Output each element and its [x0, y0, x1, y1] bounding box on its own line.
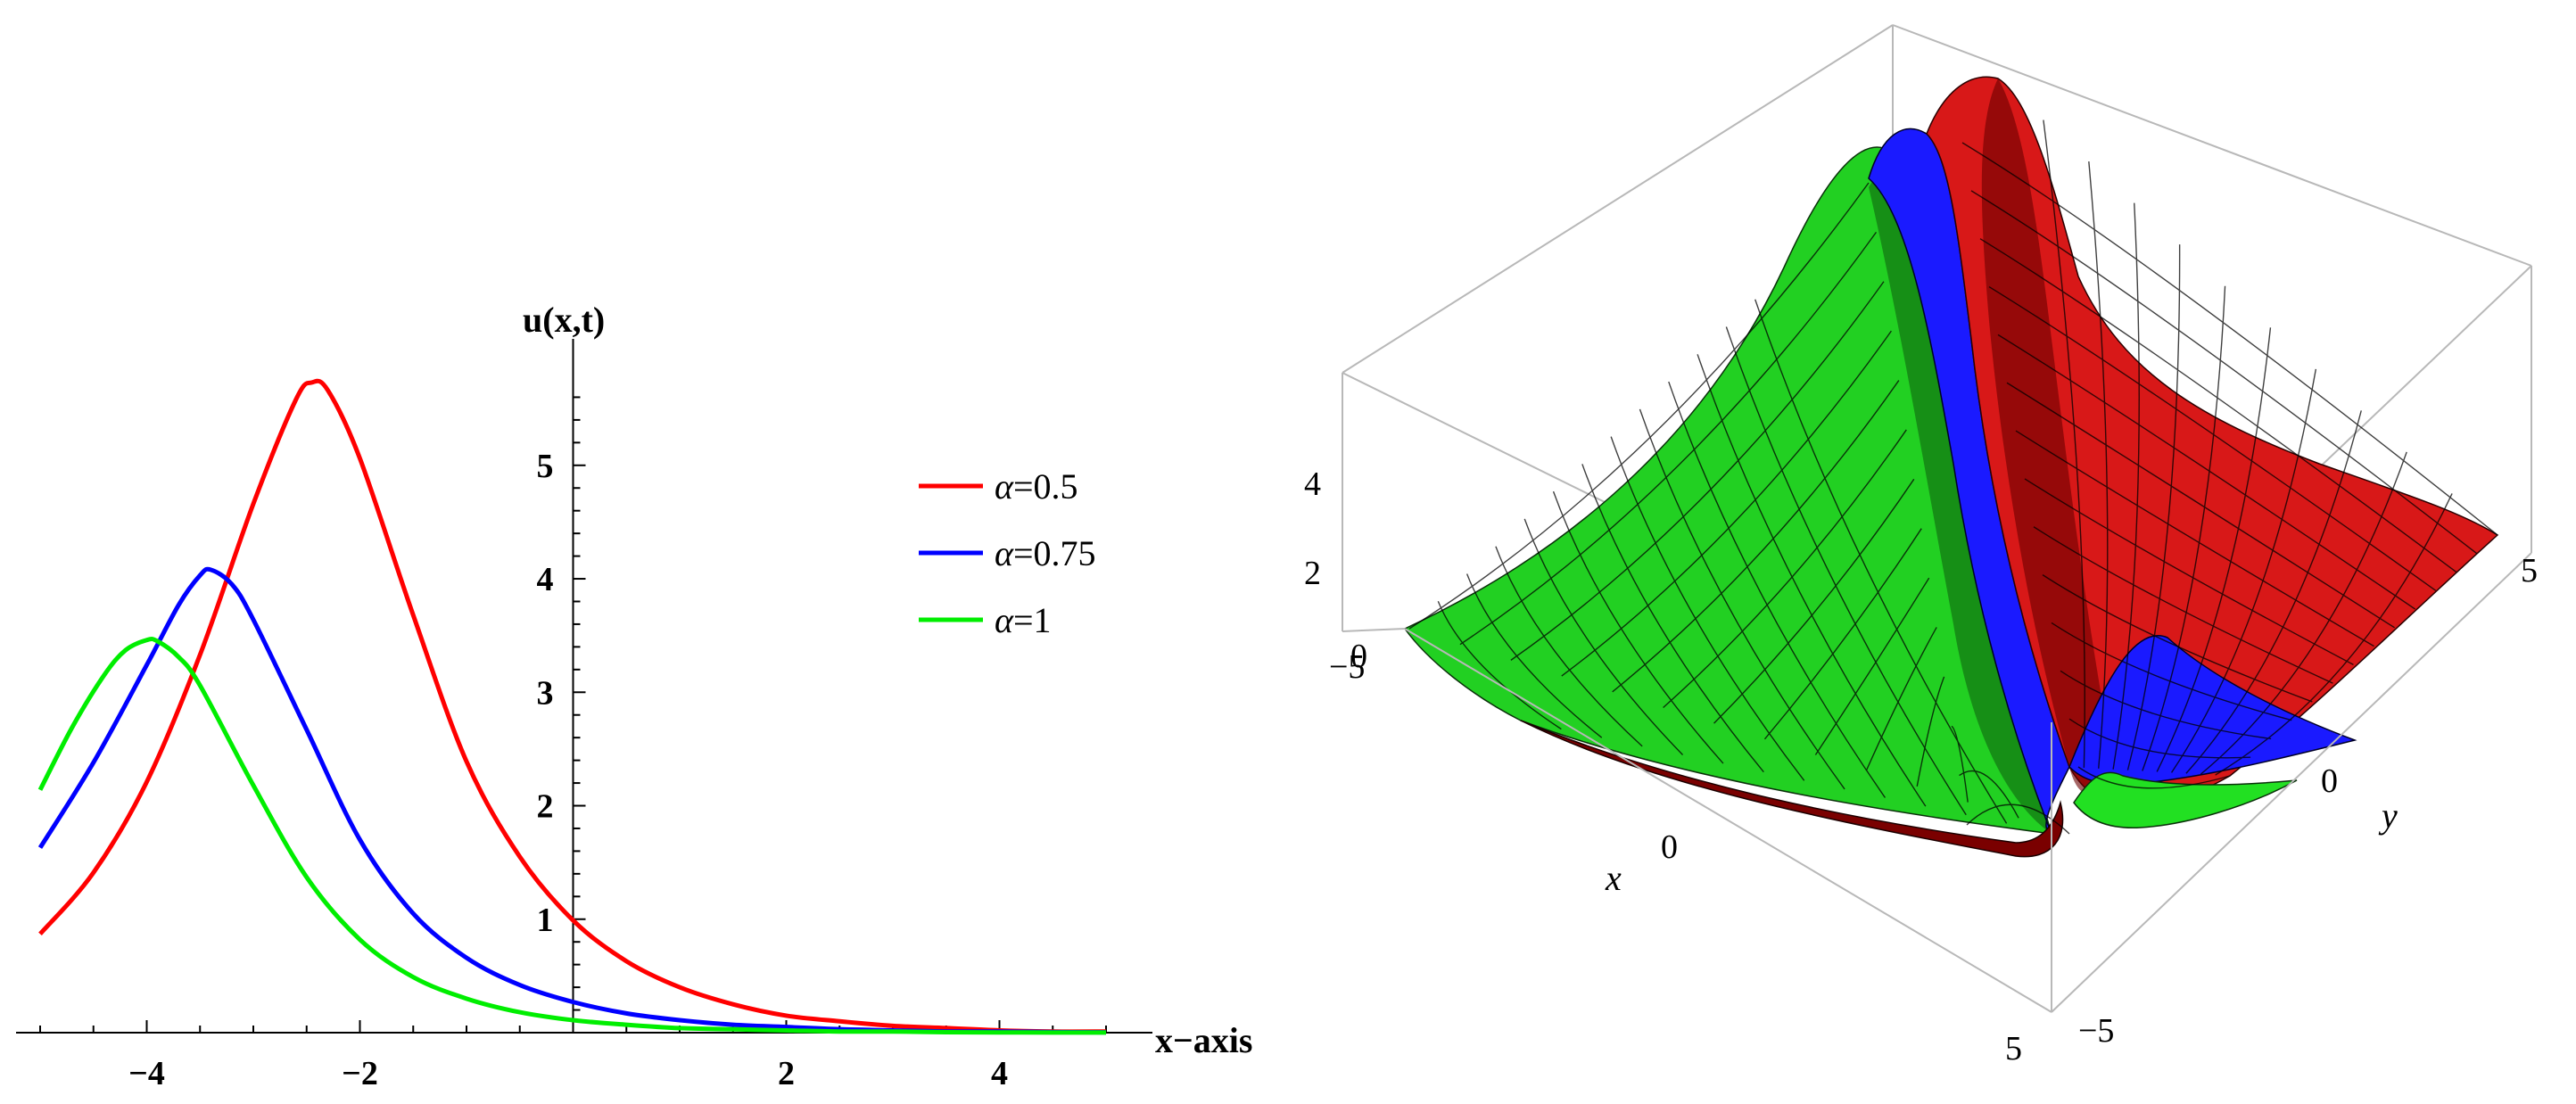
mesh-line [2043, 119, 2085, 768]
mesh-line [1951, 725, 1969, 803]
y-axis-title-3d: y [2378, 795, 2398, 836]
mesh-line [1966, 803, 2070, 835]
mesh-line [2033, 526, 2333, 684]
mesh-line [2156, 327, 2272, 772]
x-tick-label-3d: −5 [1329, 648, 1365, 686]
mesh-line [1961, 142, 2498, 536]
y-tick-label: 1 [537, 902, 554, 939]
x-tick-label: 4 [991, 1055, 1008, 1092]
series-lines [37, 378, 1107, 1035]
mesh-line [1754, 299, 2008, 824]
mesh-line [1459, 231, 1878, 646]
axes: −4 −2 2 4 1 2 3 4 5 x−axis u(x,t) [16, 300, 1252, 1092]
y-tick-labels: 1 2 3 4 5 [537, 448, 554, 939]
red-surface-shade [1981, 78, 2114, 794]
mesh-line [2112, 202, 2140, 770]
mesh-line [2215, 493, 2453, 776]
y-tick-label: 5 [537, 448, 554, 485]
mesh-line [1814, 577, 1930, 755]
x-tick-label: −4 [128, 1055, 165, 1092]
mesh-line [1979, 238, 2457, 573]
surface-mesh [1408, 119, 2498, 835]
x-tick-label-3d: 0 [1661, 828, 1678, 866]
mesh-line [2077, 766, 2231, 789]
mesh-line [1437, 600, 1562, 730]
mesh-line [1725, 326, 1967, 816]
mesh-line [1988, 285, 2437, 591]
legend-label: α=1 [995, 600, 1052, 640]
mesh-line [1466, 573, 1603, 738]
mesh-line [1610, 436, 1805, 781]
y-tick-label: 4 [537, 561, 554, 598]
x-axis-title-3d: x [1605, 858, 1622, 898]
series-line-1 [38, 378, 1107, 1034]
legend-label: α=0.5 [995, 466, 1078, 507]
y-axis-title: u(x,t) [523, 300, 605, 340]
green-surface-shade [1869, 152, 2052, 834]
x-tick-labels: −4 −2 2 4 [128, 1055, 1008, 1092]
surfaces [1403, 76, 2499, 858]
mesh-line [2200, 451, 2407, 775]
mesh-line [1612, 380, 1900, 693]
z-tick-label: 2 [1304, 555, 1321, 592]
mesh-line [1495, 546, 1643, 747]
box-edge [2051, 552, 2532, 1013]
mesh-line [1510, 281, 1885, 661]
surface-underside [1520, 720, 2064, 858]
y-tick-label-3d: 0 [2321, 762, 2338, 800]
z-tick-label: 0 [1350, 638, 1367, 675]
box-edge [1404, 628, 2052, 1013]
mesh-line [2060, 670, 2272, 740]
mesh-line [2126, 244, 2181, 770]
mesh-line [1865, 627, 1937, 771]
x-tick-label: 2 [778, 1055, 795, 1092]
axis-labels-3d: 4 2 0 −5 0 5 x −5 0 5 y [1304, 465, 2538, 1067]
surface-plot: 4 2 0 −5 0 5 x −5 0 5 y [1304, 24, 2538, 1067]
bounding-box-front [1342, 552, 2532, 1013]
mesh-line [2068, 718, 2251, 759]
box-edge [1342, 24, 1894, 374]
y-minor-ticks [573, 396, 586, 1011]
mesh-line [1763, 528, 1922, 740]
z-tick-label: 4 [1304, 465, 1321, 503]
mesh-line [1697, 354, 1927, 807]
mesh-line [1552, 490, 1724, 764]
mesh-line [1970, 190, 2478, 555]
box-edge [1892, 24, 2532, 267]
y-tick-label: 3 [537, 674, 554, 712]
mesh-line [1997, 334, 2416, 610]
mesh-line [1581, 464, 1764, 773]
x-axis-title: x−axis [1155, 1020, 1252, 1060]
mesh-line [2170, 368, 2317, 773]
mesh-line [1959, 770, 2019, 819]
mesh-line [2042, 574, 2313, 703]
mesh-line [2088, 161, 2109, 769]
mesh-line [1668, 381, 1887, 798]
mesh-line [2142, 285, 2226, 771]
y-tick-label-3d: −5 [2078, 1012, 2114, 1050]
y-tick-label: 2 [537, 788, 554, 826]
mesh-line [1523, 518, 1684, 755]
box-edge [1342, 628, 1406, 632]
mesh-line [1663, 429, 1907, 708]
legend: α=0.5 α=0.75 α=1 [919, 466, 1096, 640]
legend-label: α=0.75 [995, 533, 1096, 573]
y-tick-label-3d: 5 [2521, 552, 2538, 589]
mesh-line [2185, 410, 2362, 774]
mesh-line [2051, 622, 2292, 721]
x-tick-label: −2 [342, 1055, 378, 1092]
mesh-line [1639, 408, 1845, 790]
mesh-line [1561, 330, 1892, 677]
mesh-line [1916, 676, 1945, 787]
series-line-3 [37, 637, 1107, 1035]
x-tick-label-3d: 5 [2005, 1030, 2022, 1067]
